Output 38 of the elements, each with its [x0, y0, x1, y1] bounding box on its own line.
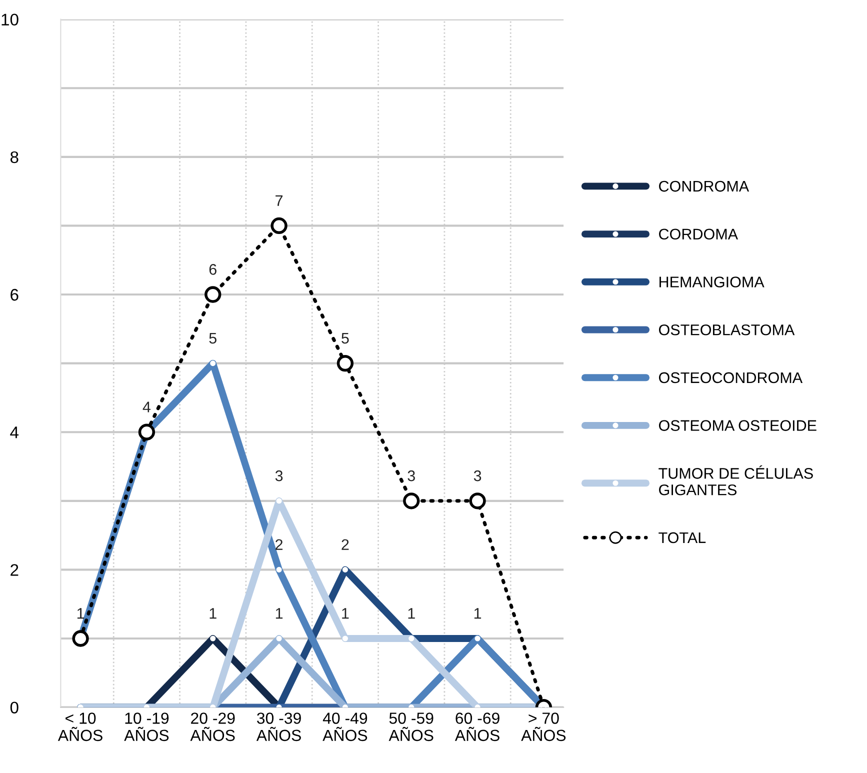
data-label: 2	[276, 539, 283, 550]
data-label: 4	[142, 402, 151, 412]
y-tick-label: 2	[10, 564, 18, 576]
data-label: 6	[209, 264, 216, 275]
legend-label: OSTEOMA OSTEOIDE	[658, 420, 816, 431]
legend-label: TUMOR DE CÉLULAS GIGANTES	[658, 465, 813, 496]
data-label: 1	[408, 608, 415, 619]
y-tick-label: 8	[10, 151, 18, 164]
data-label: 3	[408, 470, 415, 482]
y-tick-label: 10	[2, 14, 18, 26]
x-tick-label: 50 -59 AÑOS	[388, 712, 434, 742]
data-label: 1	[342, 608, 349, 619]
data-label: 2	[342, 539, 349, 550]
data-label: 7	[276, 195, 283, 206]
x-tick-label: < 10 AÑOS	[58, 712, 102, 742]
data-label: 5	[209, 332, 216, 344]
data-label: 1	[276, 608, 283, 619]
x-tick-label: 60 -69 AÑOS	[454, 712, 500, 742]
legend-label: OSTEOCONDROMA	[658, 372, 803, 384]
data-label: 1	[77, 608, 84, 619]
data-label: 3	[275, 470, 283, 482]
legend-label: OSTEOBLASTOMA	[658, 324, 795, 336]
x-tick-label: 30 -39 AÑOS	[256, 712, 301, 742]
y-tick-label: 6	[10, 288, 18, 301]
legend-label: CONDROMA	[659, 180, 750, 192]
legend-label: CORDOMA	[659, 228, 738, 240]
x-tick-label: 40 -49 AÑOS	[322, 712, 368, 742]
data-label: 1	[474, 608, 482, 619]
data-label: 5	[342, 332, 349, 344]
y-tick-label: 0	[10, 702, 18, 714]
data-label: 1	[210, 608, 216, 619]
y-tick-label: 4	[10, 426, 19, 438]
x-tick-label: > 70 AÑOS	[521, 712, 566, 742]
x-tick-label: 20 -29 AÑOS	[190, 712, 235, 742]
data-label: 3	[474, 470, 482, 482]
x-tick-label: 10 -19 AÑOS	[124, 712, 169, 742]
legend-label: TOTAL	[658, 532, 706, 544]
legend-label: HEMANGIOMA	[660, 276, 764, 288]
